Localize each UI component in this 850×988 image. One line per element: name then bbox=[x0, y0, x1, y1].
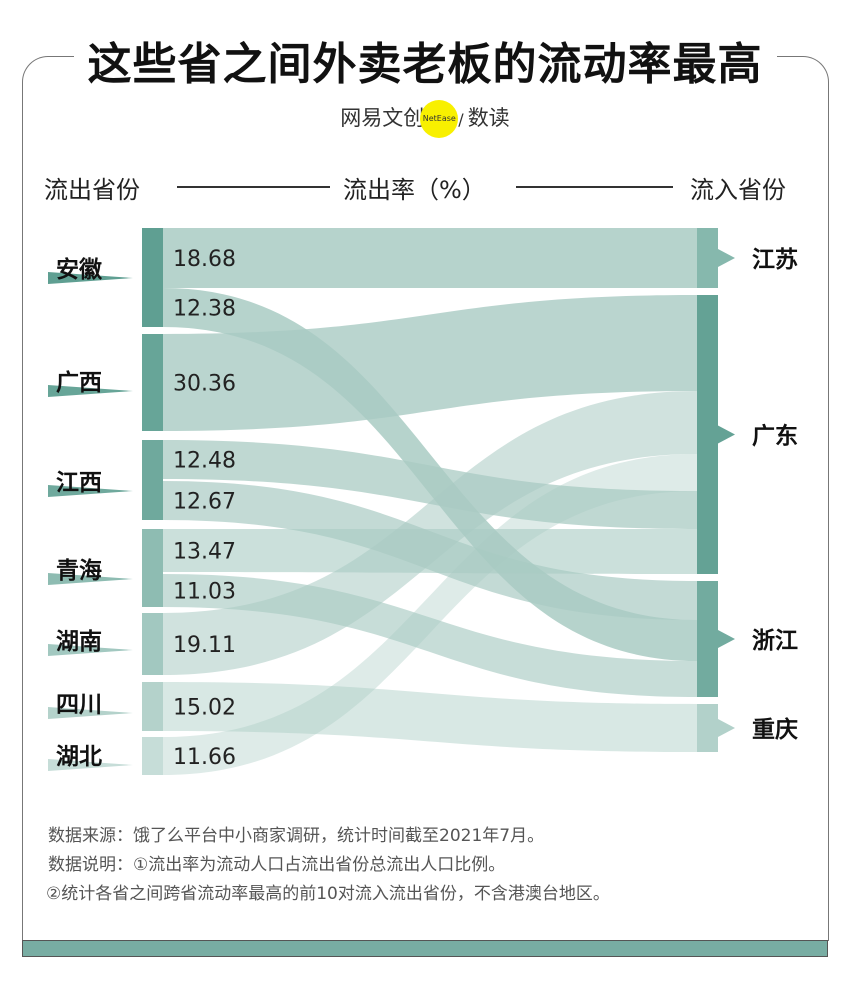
source-header: 流出省份 bbox=[44, 176, 140, 204]
note-desc-1: 数据说明：①流出率为流动人口占流出省份总流出人口比例。 bbox=[48, 855, 506, 875]
footer-band bbox=[22, 940, 828, 957]
source-label: 广西 bbox=[56, 369, 102, 396]
target-label: 浙江 bbox=[752, 628, 798, 654]
target-label: 广东 bbox=[752, 423, 798, 450]
target-header: 流入省份 bbox=[690, 176, 786, 204]
logo-slash: / bbox=[458, 110, 464, 129]
middle-header: 流出率（%） bbox=[343, 176, 486, 204]
target-arrow-icon bbox=[718, 719, 735, 737]
target-label: 江苏 bbox=[752, 247, 798, 273]
target-arrow-icon bbox=[718, 425, 735, 444]
flow-广西-广东 bbox=[163, 295, 697, 431]
source-node-湖北 bbox=[142, 737, 163, 775]
source-wedge bbox=[48, 707, 133, 719]
note-source: 数据来源：饿了么平台中小商家调研，统计时间截至2021年7月。 bbox=[48, 826, 545, 846]
target-node-江苏 bbox=[697, 228, 718, 288]
source-wedge bbox=[48, 272, 133, 284]
logo-left: 网易文创 bbox=[340, 106, 425, 130]
flow-湖南-广东 bbox=[163, 391, 697, 675]
target-node-浙江 bbox=[697, 581, 718, 697]
source-wedge bbox=[48, 644, 133, 656]
target-arrow-icon bbox=[718, 249, 735, 267]
flow-value-label: 13.47 bbox=[173, 540, 236, 565]
logo-badge: NetEase bbox=[420, 100, 459, 138]
source-label: 安徽 bbox=[56, 256, 103, 283]
source-wedge bbox=[48, 385, 133, 397]
source-node-湖南 bbox=[142, 613, 163, 675]
title-text: 这些省之间外卖老板的流动率最高 bbox=[73, 39, 777, 90]
target-label: 重庆 bbox=[752, 716, 798, 743]
source-node-青海 bbox=[142, 529, 163, 607]
flow-value-label: 19.11 bbox=[173, 633, 236, 658]
source-label: 湖北 bbox=[56, 744, 102, 770]
page-title: 这些省之间外卖老板的流动率最高 bbox=[0, 28, 850, 92]
source-wedge bbox=[48, 485, 133, 497]
target-node-广东 bbox=[697, 295, 718, 574]
source-label: 湖南 bbox=[56, 629, 102, 655]
flow-value-label: 18.68 bbox=[173, 247, 236, 272]
target-arrow-icon bbox=[718, 630, 735, 648]
flow-value-label: 30.36 bbox=[173, 372, 236, 397]
note-desc-2: ②统计各省之间跨省流动率最高的前10对流入流出省份，不含港澳台地区。 bbox=[46, 884, 610, 904]
brand-logo: 网易文创NetEase / 数读 bbox=[0, 100, 850, 138]
source-label: 江西 bbox=[56, 470, 102, 496]
source-wedge bbox=[48, 573, 133, 585]
source-label: 四川 bbox=[56, 692, 102, 718]
flow-value-label: 12.38 bbox=[173, 297, 236, 322]
notes: 数据来源：饿了么平台中小商家调研，统计时间截至2021年7月。 数据说明：①流出… bbox=[46, 822, 610, 909]
logo-right: 数读 bbox=[467, 106, 510, 130]
flow-value-label: 12.48 bbox=[173, 449, 236, 474]
source-node-江西 bbox=[142, 440, 163, 520]
header-divider-right bbox=[516, 186, 673, 188]
flow-value-label: 11.03 bbox=[173, 580, 236, 605]
flow-湖北-广东 bbox=[163, 454, 697, 775]
target-node-重庆 bbox=[697, 704, 718, 752]
flow-安徽-江苏 bbox=[163, 228, 697, 288]
source-wedge bbox=[48, 759, 133, 771]
source-label: 青海 bbox=[56, 557, 102, 584]
sankey-diagram: 18.68 12.38 30.36 12.48 12.67 13.47 11.03 19.11… bbox=[48, 228, 798, 775]
header-divider-left bbox=[177, 186, 330, 188]
source-node-广西 bbox=[142, 334, 163, 431]
flow-四川-重庆 bbox=[163, 682, 697, 752]
flow-江西-广东 bbox=[163, 440, 697, 529]
flow-value-label: 11.66 bbox=[173, 745, 236, 770]
flow-value-label: 12.67 bbox=[173, 490, 236, 515]
source-node-安徽 bbox=[142, 228, 163, 327]
source-node-四川 bbox=[142, 682, 163, 731]
flow-value-label: 15.02 bbox=[173, 696, 236, 721]
